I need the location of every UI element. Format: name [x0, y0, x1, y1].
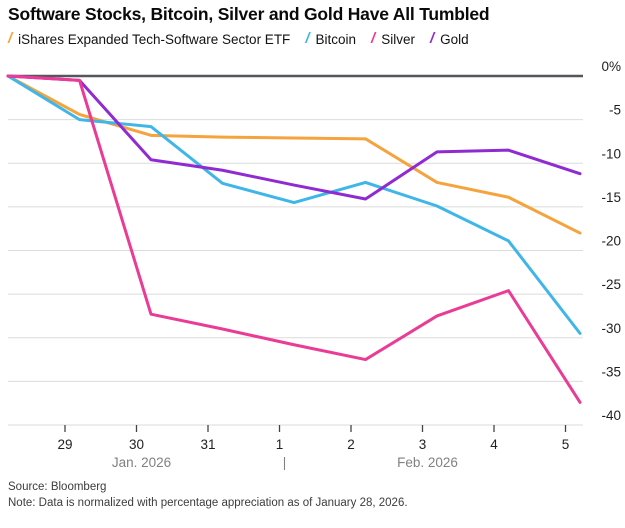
- x-axis-label: 2: [347, 437, 355, 452]
- legend-item-bitcoin: / Bitcoin: [305, 30, 357, 48]
- legend-slash-icon: /: [371, 30, 376, 47]
- chart-title: Software Stocks, Bitcoin, Silver and Gol…: [8, 4, 490, 24]
- legend-item-silver: / Silver: [371, 30, 415, 48]
- series-line-silver: [6, 74, 582, 404]
- y-axis-label: -15: [601, 190, 621, 205]
- series-line-bitcoin: [6, 74, 582, 335]
- source-text: Source: Bloomberg: [8, 481, 107, 493]
- legend-slash-icon: /: [429, 30, 435, 47]
- y-axis-label: -40: [601, 408, 621, 423]
- x-axis-label: 29: [57, 437, 72, 452]
- series-line-gold: [6, 74, 582, 201]
- y-axis-label: -25: [601, 277, 621, 292]
- y-axis-label: -20: [601, 234, 621, 249]
- x-axis-label: 5: [562, 437, 570, 452]
- x-axis-month-label: Jan. 2026: [112, 455, 171, 470]
- y-axis-label: 0%: [601, 59, 621, 74]
- y-axis-label: -5: [609, 103, 621, 118]
- y-axis-label: -10: [601, 146, 621, 161]
- legend-label-etf: iShares Expanded Tech-Software Sector ET…: [18, 32, 291, 47]
- legend-label-gold: Gold: [440, 32, 469, 47]
- line-chart-plot: 0% -5 -10 -15 -20 -25 -30 -35 -40 29 30 31 1 2 3 4 5 Jan.…: [6, 59, 621, 470]
- x-axis-label: 4: [490, 437, 498, 452]
- note-text: Note: Data is normalized with percentage…: [8, 497, 408, 509]
- legend-slash-icon: /: [305, 30, 310, 47]
- chart-legend: / iShares Expanded Tech-Software Sector …: [8, 30, 618, 48]
- x-axis-label: 31: [200, 437, 215, 452]
- y-axis-label: -35: [601, 364, 621, 379]
- x-axis-label: 1: [276, 437, 284, 452]
- x-axis-month-label: |: [283, 455, 287, 470]
- series-line-ishares-expanded-tech-software: [6, 74, 582, 235]
- legend-label-silver: Silver: [381, 32, 415, 47]
- y-axis-label: -30: [601, 321, 621, 336]
- legend-item-gold: / Gold: [429, 30, 469, 48]
- x-axis-label: 3: [419, 437, 427, 452]
- legend-slash-icon: /: [8, 30, 13, 47]
- x-axis-month-label: Feb. 2026: [397, 455, 458, 470]
- legend-label-bitcoin: Bitcoin: [315, 32, 357, 47]
- legend-item-etf: / iShares Expanded Tech-Software Sector …: [8, 30, 291, 48]
- x-axis-label: 30: [129, 437, 144, 452]
